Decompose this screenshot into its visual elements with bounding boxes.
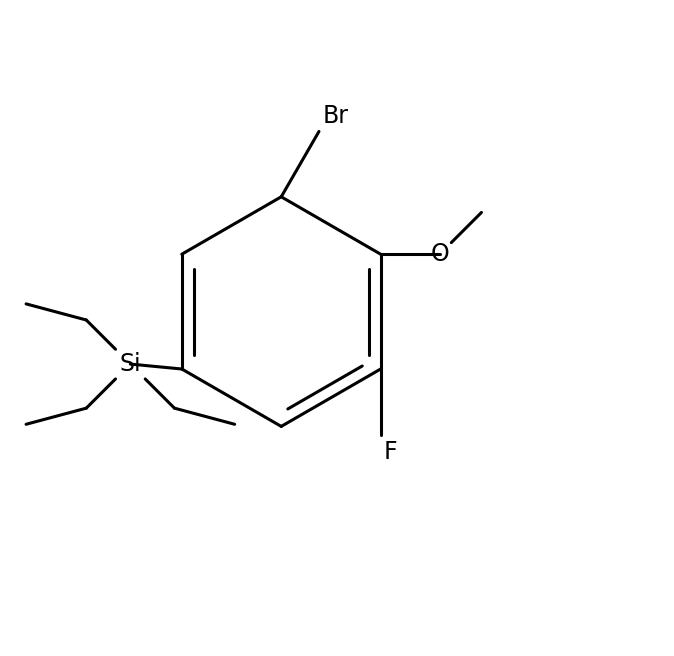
Text: F: F <box>384 440 398 464</box>
Text: Br: Br <box>322 104 348 128</box>
Text: Si: Si <box>119 352 141 376</box>
Text: O: O <box>430 242 449 266</box>
